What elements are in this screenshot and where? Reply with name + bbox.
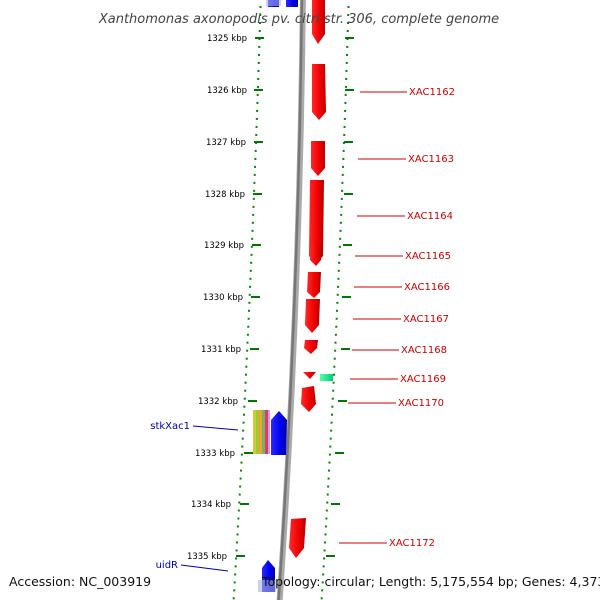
tick-label-1326: 1326 kbp <box>207 86 247 96</box>
gene-feature-xac1165[interactable] <box>310 245 322 266</box>
gene-label-xac1168[interactable]: XAC1168 <box>401 345 447 356</box>
tick-label-1334: 1334 kbp <box>191 500 231 510</box>
gene-label-leaders-left <box>180 425 239 572</box>
gene-feature-xac1163[interactable] <box>311 141 325 176</box>
gene-feature-xac1172[interactable] <box>289 518 306 558</box>
tick-label-1331: 1331 kbp <box>201 345 241 355</box>
domain-stripes-stkxac1 <box>253 410 270 454</box>
gene-label-xac1162[interactable]: XAC1162 <box>409 87 455 98</box>
gene-label-xac1170[interactable]: XAC1170 <box>398 398 444 409</box>
gene-label-leaders-right <box>339 91 407 544</box>
gene-feature-top-right[interactable] <box>286 0 298 7</box>
tick-label-1330: 1330 kbp <box>203 293 243 303</box>
gene-label-xac1169[interactable]: XAC1169 <box>400 374 446 385</box>
gene-feature-xac1166[interactable] <box>307 272 321 298</box>
gene-feature-xac1162[interactable] <box>312 64 326 120</box>
gene-feature-xac1170[interactable] <box>301 386 316 412</box>
gene-label-xac1172[interactable]: XAC1172 <box>389 538 435 549</box>
misc-feature-xac1169[interactable] <box>320 374 333 381</box>
genome-backbone-core <box>277 0 304 600</box>
map-title: Xanthomonas axonopodis pv. citri str. 30… <box>98 12 499 27</box>
tick-label-1327: 1327 kbp <box>206 138 246 148</box>
outer-tick-marks <box>326 37 354 557</box>
gene-label-uidr[interactable]: uidR <box>156 560 178 571</box>
gene-feature-xac1168[interactable] <box>304 340 318 354</box>
tick-label-1325: 1325 kbp <box>207 34 247 44</box>
tick-label-1332: 1332 kbp <box>198 397 238 407</box>
gene-feature-xac1167[interactable] <box>305 299 320 333</box>
tick-label-1335: 1335 kbp <box>187 552 227 562</box>
accession-text: Accession: NC_003919 <box>9 574 152 589</box>
gene-feature-xac1169[interactable] <box>303 372 316 379</box>
gene-feature-xac1164[interactable] <box>309 180 324 264</box>
forward-strand-genes <box>289 0 326 558</box>
gene-label-xac1164[interactable]: XAC1164 <box>407 211 453 222</box>
topology-text: Topology: circular; Length: 5,175,554 bp… <box>262 574 600 589</box>
gene-label-stkxac1[interactable]: stkXac1 <box>150 421 190 432</box>
tick-label-1328: 1328 kbp <box>205 190 245 200</box>
gene-label-xac1163[interactable]: XAC1163 <box>408 154 454 165</box>
kbp-tick-marks <box>236 37 264 557</box>
gene-feature-stkxac1[interactable] <box>271 411 287 455</box>
tick-label-1329: 1329 kbp <box>204 241 244 251</box>
tick-label-1333: 1333 kbp <box>195 449 235 459</box>
gene-label-xac1166[interactable]: XAC1166 <box>404 282 450 293</box>
gene-label-xac1165[interactable]: XAC1165 <box>405 251 451 262</box>
gene-label-xac1167[interactable]: XAC1167 <box>403 314 449 325</box>
gene-feature-xac1161[interactable] <box>312 0 325 44</box>
